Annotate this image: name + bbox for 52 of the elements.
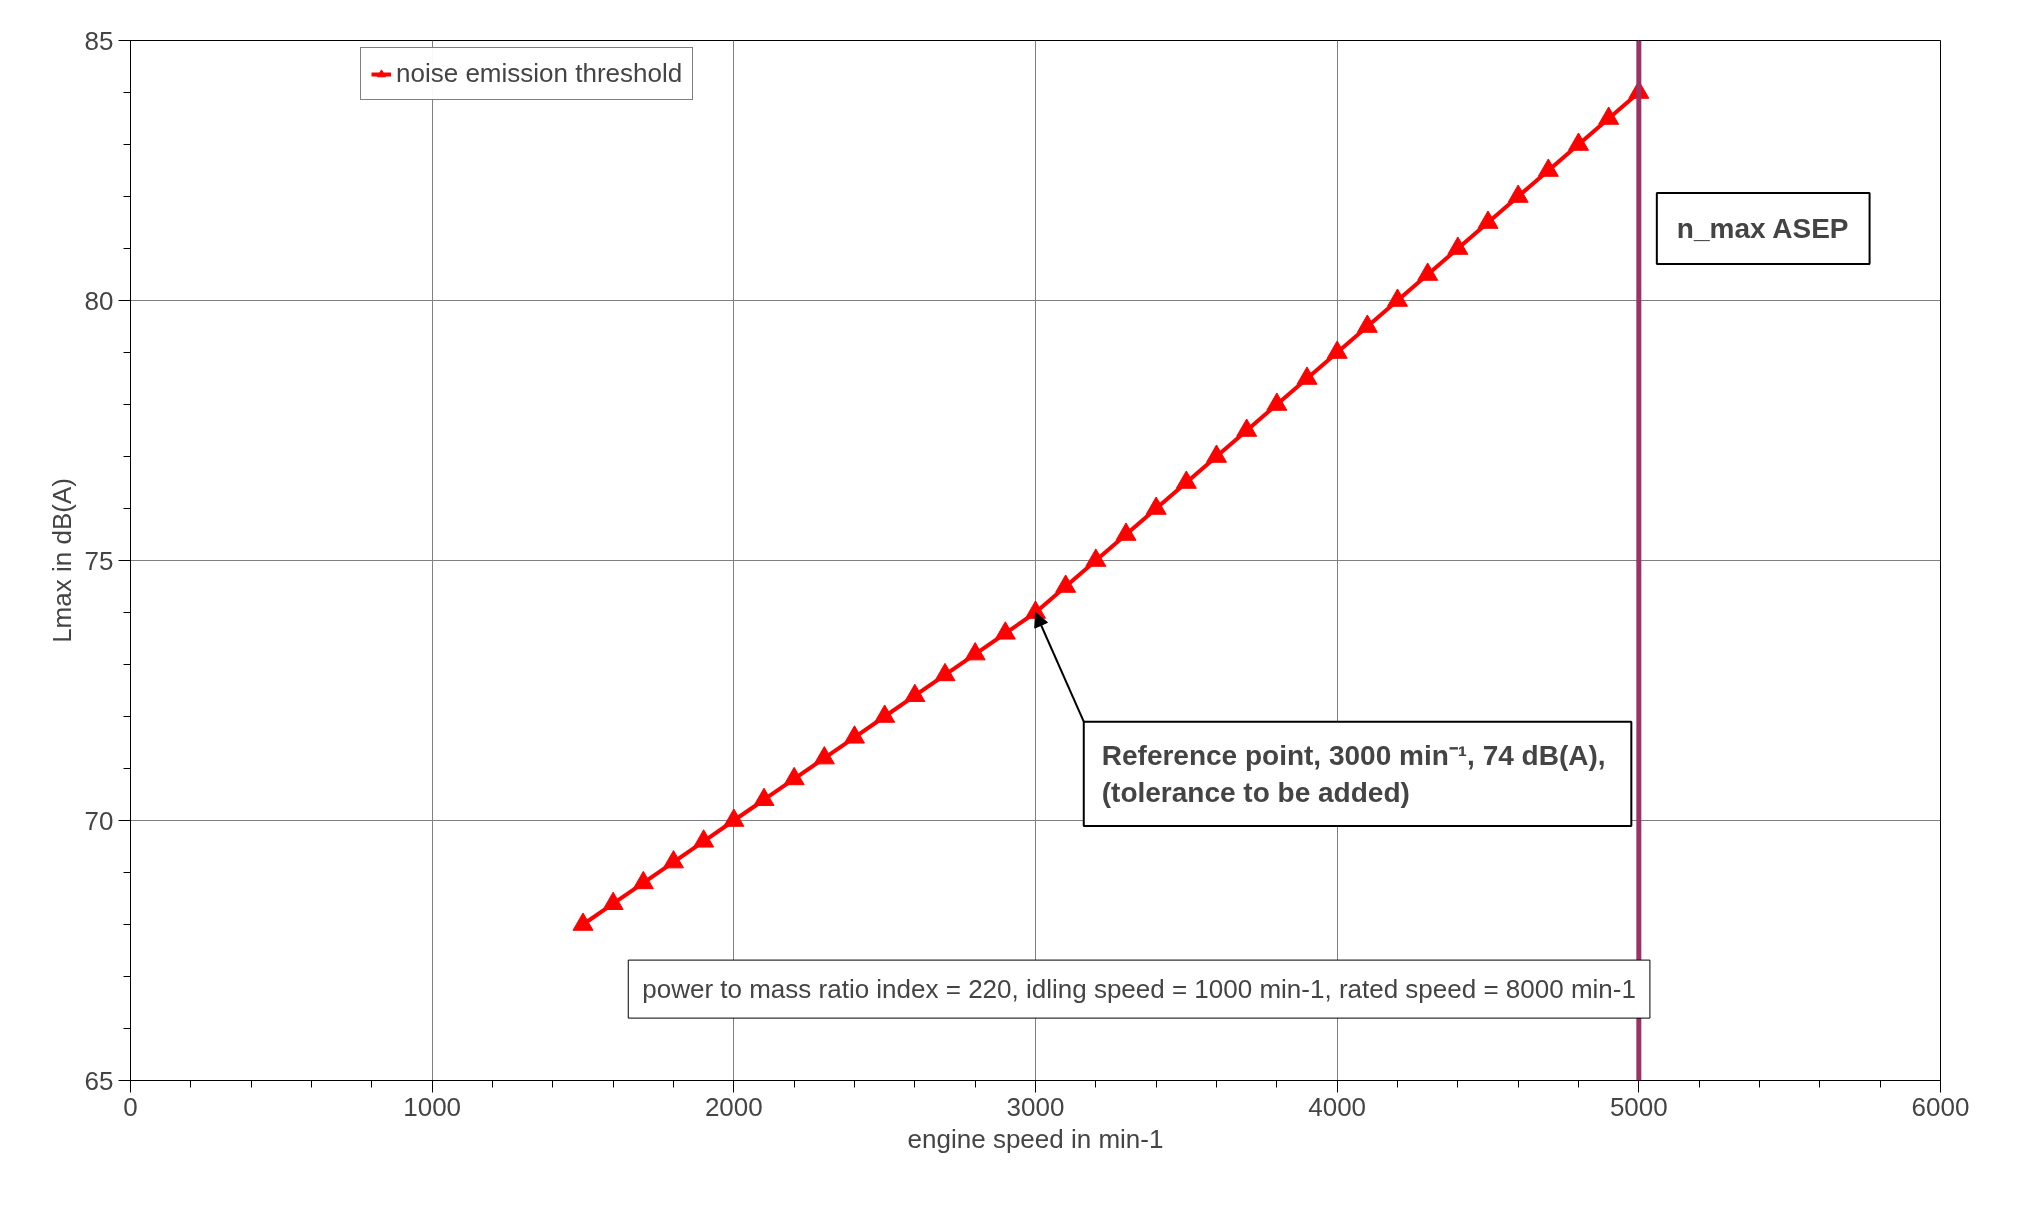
- y-tick-label: 65: [84, 1065, 114, 1096]
- point: [1568, 132, 1589, 151]
- point: [934, 662, 956, 682]
- point: [663, 850, 684, 869]
- y-tick-label: 80: [84, 285, 114, 316]
- x-tick-label: 5000: [1609, 1091, 1668, 1122]
- annotation: Reference point, 3000 min⁻¹, 74 dB(A), (tolerance to be added): [1101, 739, 1606, 808]
- point: [753, 787, 775, 806]
- y-tick-label: 85: [84, 25, 114, 56]
- point: [1055, 574, 1077, 593]
- point: [1447, 236, 1469, 255]
- point: [1085, 548, 1107, 567]
- x-tick-label: 1000: [403, 1091, 462, 1122]
- point: [602, 891, 624, 910]
- point: [1356, 314, 1378, 333]
- x-tick-label: 2000: [704, 1091, 763, 1122]
- point: [964, 642, 986, 661]
- point: [1175, 470, 1197, 489]
- point: [813, 746, 835, 765]
- x-tick-label: 3000: [1006, 1091, 1065, 1122]
- point: [1537, 158, 1559, 177]
- point: [1115, 522, 1137, 541]
- x-axis-title: engine speed in min-1: [907, 1123, 1164, 1154]
- point: [1236, 418, 1258, 437]
- point: [1326, 340, 1348, 359]
- point: [874, 704, 896, 723]
- point: [1477, 210, 1499, 229]
- point: [572, 912, 594, 931]
- point: [1145, 496, 1167, 515]
- y-tick-label: 70: [84, 805, 114, 836]
- point: [1417, 262, 1439, 281]
- y-axis-title: Lmax in dB(A): [46, 478, 77, 643]
- x-tick-label: 4000: [1308, 1091, 1367, 1122]
- point: [1266, 392, 1288, 411]
- point: [1206, 444, 1227, 463]
- point: [904, 683, 926, 702]
- point: [632, 870, 654, 890]
- y-tick-label: 75: [84, 545, 114, 576]
- annotation: power to mass ratio index = 220, idling speed = 1000 min-1, rated speed = 8000 min-1: [642, 974, 1636, 1005]
- ref-line-label: n_max ASEP: [1676, 213, 1849, 245]
- point: [844, 725, 865, 744]
- point: [994, 621, 1016, 640]
- point: [783, 766, 805, 786]
- x-tick-label: 6000: [1911, 1091, 1970, 1122]
- point: [1296, 366, 1318, 385]
- point: [1387, 288, 1408, 307]
- point: [693, 829, 715, 848]
- point: [1598, 106, 1620, 125]
- point: [723, 808, 745, 827]
- point: [1507, 184, 1529, 203]
- x-tick-label: 0: [123, 1091, 138, 1122]
- legend-label: noise emission threshold: [396, 58, 683, 89]
